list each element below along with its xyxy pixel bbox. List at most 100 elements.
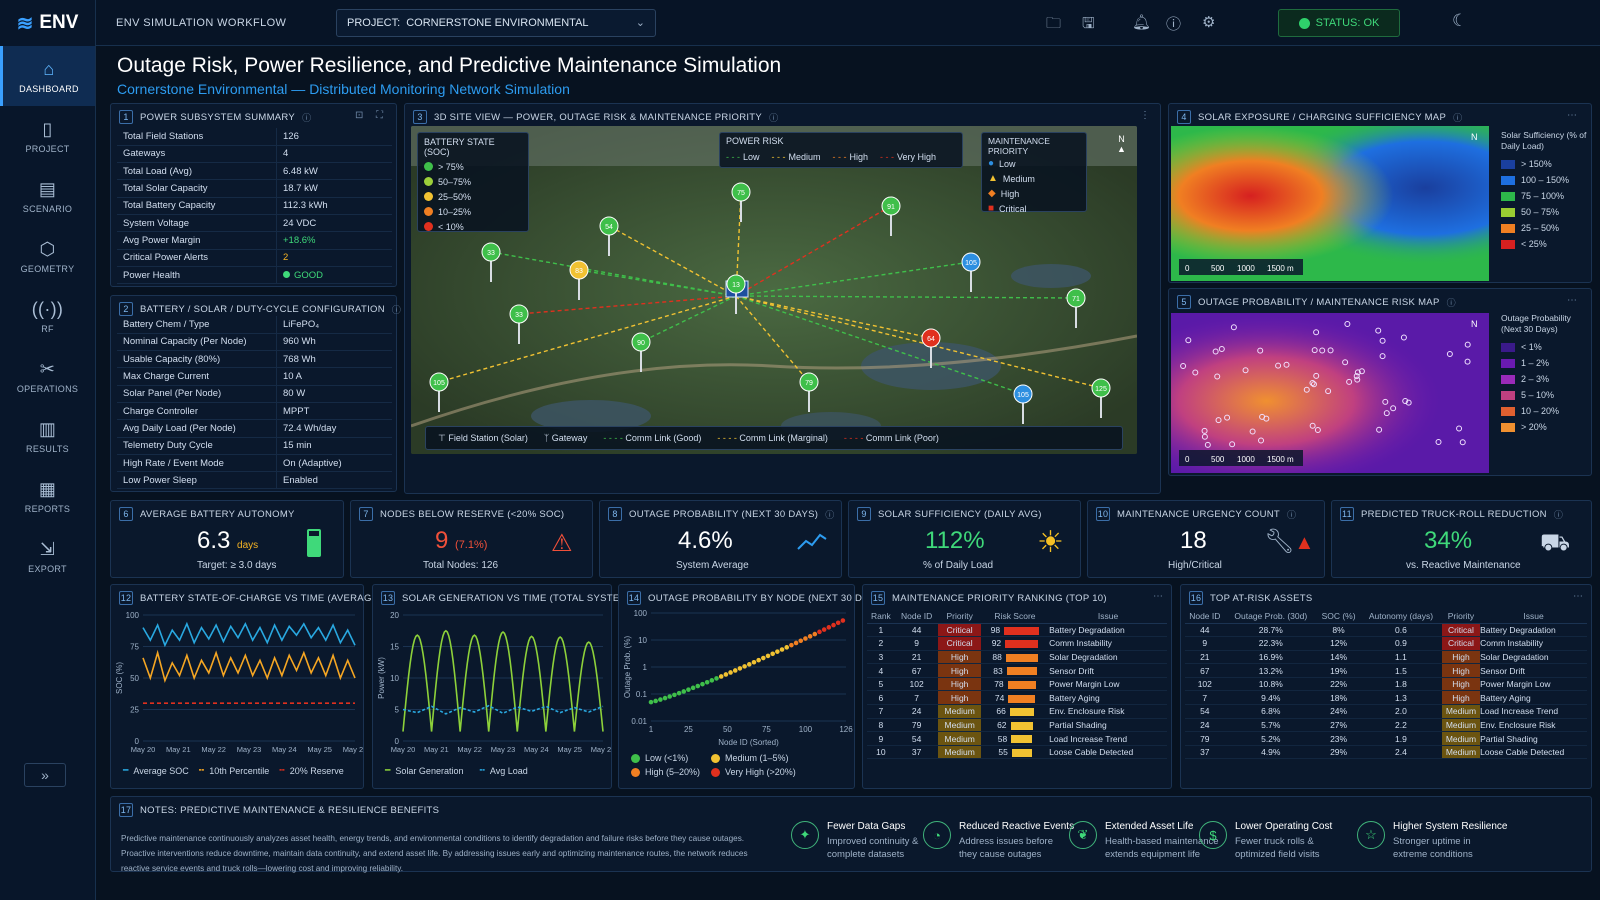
site-3d-view[interactable]: 33 105 33 54 83 75 90 13 91 79 105 125 71 64 105 BATTE… [411, 126, 1137, 454]
table-cell: 9 [1185, 636, 1225, 651]
export-icon[interactable]: ⊡ [355, 110, 364, 121]
info-icon[interactable]: ⓘ [1446, 297, 1456, 308]
table-row[interactable]: 54 6.8% 24% 2.0 Medium Load Increase Trend [1185, 704, 1587, 719]
nav-item-results[interactable]: ▥ RESULTS [0, 406, 95, 466]
info-icon[interactable]: ⓘ [391, 304, 402, 315]
folder-icon[interactable]: 🗀 [1046, 15, 1062, 32]
table-row[interactable]: 6 7 High 74 Battery Aging [867, 690, 1167, 706]
more-options-icon[interactable]: ⋯ [1573, 591, 1583, 602]
nav-item-reports[interactable]: ▦ REPORTS [0, 466, 95, 526]
scale-label: 1500 m [1267, 455, 1294, 464]
info-icon[interactable]: ⓘ [1553, 509, 1564, 520]
panel-number: 3 [413, 110, 427, 124]
battery-legend-label: < 10% [438, 221, 464, 232]
status-text: STATUS: OK [1315, 17, 1380, 29]
station-marker[interactable]: 125 [1091, 378, 1111, 418]
station-marker[interactable]: 33 [509, 304, 529, 344]
line-swatch-icon: - - - [832, 151, 847, 162]
table-row[interactable]: 9 54 Medium 58 Load Increase Trend [867, 731, 1167, 746]
table-row[interactable]: 3 21 High 88 Solar Degradation [867, 650, 1167, 665]
value-text: LiFePO₄ [283, 318, 320, 330]
status-badge: STATUS: OK [1278, 9, 1400, 37]
table-row[interactable]: 9 22.3% 12% 0.9 Critical Comm Instability [1185, 636, 1587, 651]
sidebar: ≋ ENV ⌂ DASHBOARD ▯ PROJECT ▤ SCENARIO ⬡ GEOMETR… [0, 0, 96, 900]
table-cell: 44 [1185, 623, 1225, 638]
node-point [686, 687, 691, 692]
station-marker[interactable]: 13 [726, 274, 746, 314]
info-icon[interactable]: ⓘ [1453, 112, 1463, 123]
asset-point [1180, 362, 1187, 369]
project-selector[interactable]: PROJECT: CORNERSTONE ENVIRONMENTAL ⌄ [336, 9, 656, 37]
station-marker[interactable]: 105 [429, 372, 449, 412]
station-marker[interactable]: 54 [599, 216, 619, 256]
more-options-icon[interactable]: ⋯ [1153, 591, 1163, 602]
station-marker[interactable]: 105 [961, 252, 981, 292]
panel-number: 11 [1340, 507, 1354, 521]
table-row[interactable]: 1 44 Critical 98 Battery Degradation [867, 623, 1167, 638]
table-row[interactable]: 7 24 Medium 66 Env. Enclosure Risk [867, 704, 1167, 719]
panel-number: 7 [359, 507, 373, 521]
table-header-row: Rank Node ID Priority Risk Score Issue [867, 609, 1167, 624]
table-row[interactable]: 24 5.7% 27% 2.2 Medium Env. Enclosure Risk [1185, 718, 1587, 733]
info-icon[interactable]: ⓘ [769, 112, 779, 123]
dark-mode-icon[interactable]: ☾ [1452, 11, 1468, 30]
table-row[interactable]: 79 5.2% 23% 1.9 Medium Partial Shading [1185, 731, 1587, 746]
save-icon[interactable]: 🖫 [1082, 15, 1095, 32]
nav-item-geometry[interactable]: ⬡ GEOMETRY [0, 226, 95, 286]
station-marker[interactable]: 91 [881, 196, 901, 236]
info-icon[interactable]: ⓘ [825, 509, 835, 520]
risk-legend-item: - - - Very High [880, 149, 936, 164]
nav-item-rf[interactable]: ((·)) RF [0, 286, 95, 346]
info-icon[interactable]: ⓘ [302, 112, 312, 123]
nav-item-export[interactable]: ⇲ EXPORT [0, 526, 95, 586]
table-row[interactable]: 21 16.9% 14% 1.1 High Solar Degradation [1185, 650, 1587, 665]
station-marker[interactable]: 64 [921, 328, 941, 368]
nav-item-operations[interactable]: ✂ OPERATIONS [0, 346, 95, 406]
bell-icon[interactable]: 🔔︎ [1132, 14, 1152, 31]
table-row[interactable]: 8 79 Medium 62 Partial Shading [867, 718, 1167, 733]
table-row[interactable]: 44 28.7% 8% 0.6 Critical Battery Degradation [1185, 623, 1587, 638]
more-options-icon[interactable]: ⋯ [1567, 295, 1577, 306]
sidebar-collapse-button[interactable]: » [24, 763, 66, 787]
cell-text: Sensor Drift [1049, 665, 1094, 676]
gear-icon[interactable]: ⚙ [1202, 14, 1216, 31]
nav-item-project[interactable]: ▯ PROJECT [0, 106, 95, 166]
station-marker[interactable]: 33 [481, 242, 501, 282]
maintenance-legend-title: MAINTENANCE PRIORITY [988, 136, 1050, 156]
table-row[interactable]: 67 13.2% 19% 1.5 High Sensor Drift [1185, 663, 1587, 678]
station-marker[interactable]: 71 [1066, 288, 1086, 328]
table-row[interactable]: 4 67 High 83 Sensor Drift [867, 663, 1167, 678]
notes-panel: 17 NOTES: PREDICTIVE MAINTENANCE & RESILI… [110, 796, 1592, 873]
more-options-icon[interactable]: ⋮ [1140, 110, 1150, 121]
station-marker[interactable]: 105 [1013, 384, 1033, 424]
expand-icon[interactable]: ⛶ [376, 110, 383, 121]
y-tick-label: 1 [643, 663, 648, 672]
info-icon[interactable]: ⓘ [1287, 509, 1297, 520]
station-marker[interactable]: 90 [631, 332, 651, 372]
table-row[interactable]: 5 102 High 78 Power Margin Low [867, 677, 1167, 692]
station-marker[interactable]: 75 [731, 182, 751, 222]
nav-item-scenario[interactable]: ▤ SCENARIO [0, 166, 95, 226]
help-icon[interactable]: ⓘ [1166, 16, 1182, 33]
cell-text: Power Margin Low [1480, 679, 1551, 690]
table-row[interactable]: 7 9.4% 18% 1.3 High Battery Aging [1185, 690, 1587, 706]
table-row[interactable]: 102 10.8% 22% 1.8 High Power Margin Low [1185, 677, 1587, 692]
kpi-value: 112% [925, 527, 985, 554]
app-logo[interactable]: ≋ ENV [0, 0, 95, 46]
table-row[interactable]: 10 37 Medium 55 Loose Cable Detected [867, 745, 1167, 760]
table-row[interactable]: 37 4.9% 29% 2.4 Medium Loose Cable Detected [1185, 745, 1587, 760]
outage-risk-map[interactable]: 0 500 1000 1500 m N [1171, 313, 1489, 473]
station-marker[interactable]: 83 [569, 260, 589, 300]
cell-text: 54 [1200, 706, 1210, 717]
nav-item-dashboard[interactable]: ⌂ DASHBOARD [0, 46, 95, 106]
row-value: 768 Wh [276, 350, 392, 369]
more-options-icon[interactable]: ⋯ [1567, 110, 1577, 121]
station-marker[interactable]: 79 [799, 372, 819, 412]
wrench-icon: 🔧︎▲ [1264, 528, 1315, 555]
outage-node-legend: Low (<1%) Medium (1–5%) High (5–20%) Ver… [631, 753, 811, 777]
solar-exposure-map[interactable]: 0 500 1000 1500 m N [1171, 126, 1489, 281]
table-row[interactable]: 2 9 Critical 92 Comm Instability [867, 636, 1167, 651]
